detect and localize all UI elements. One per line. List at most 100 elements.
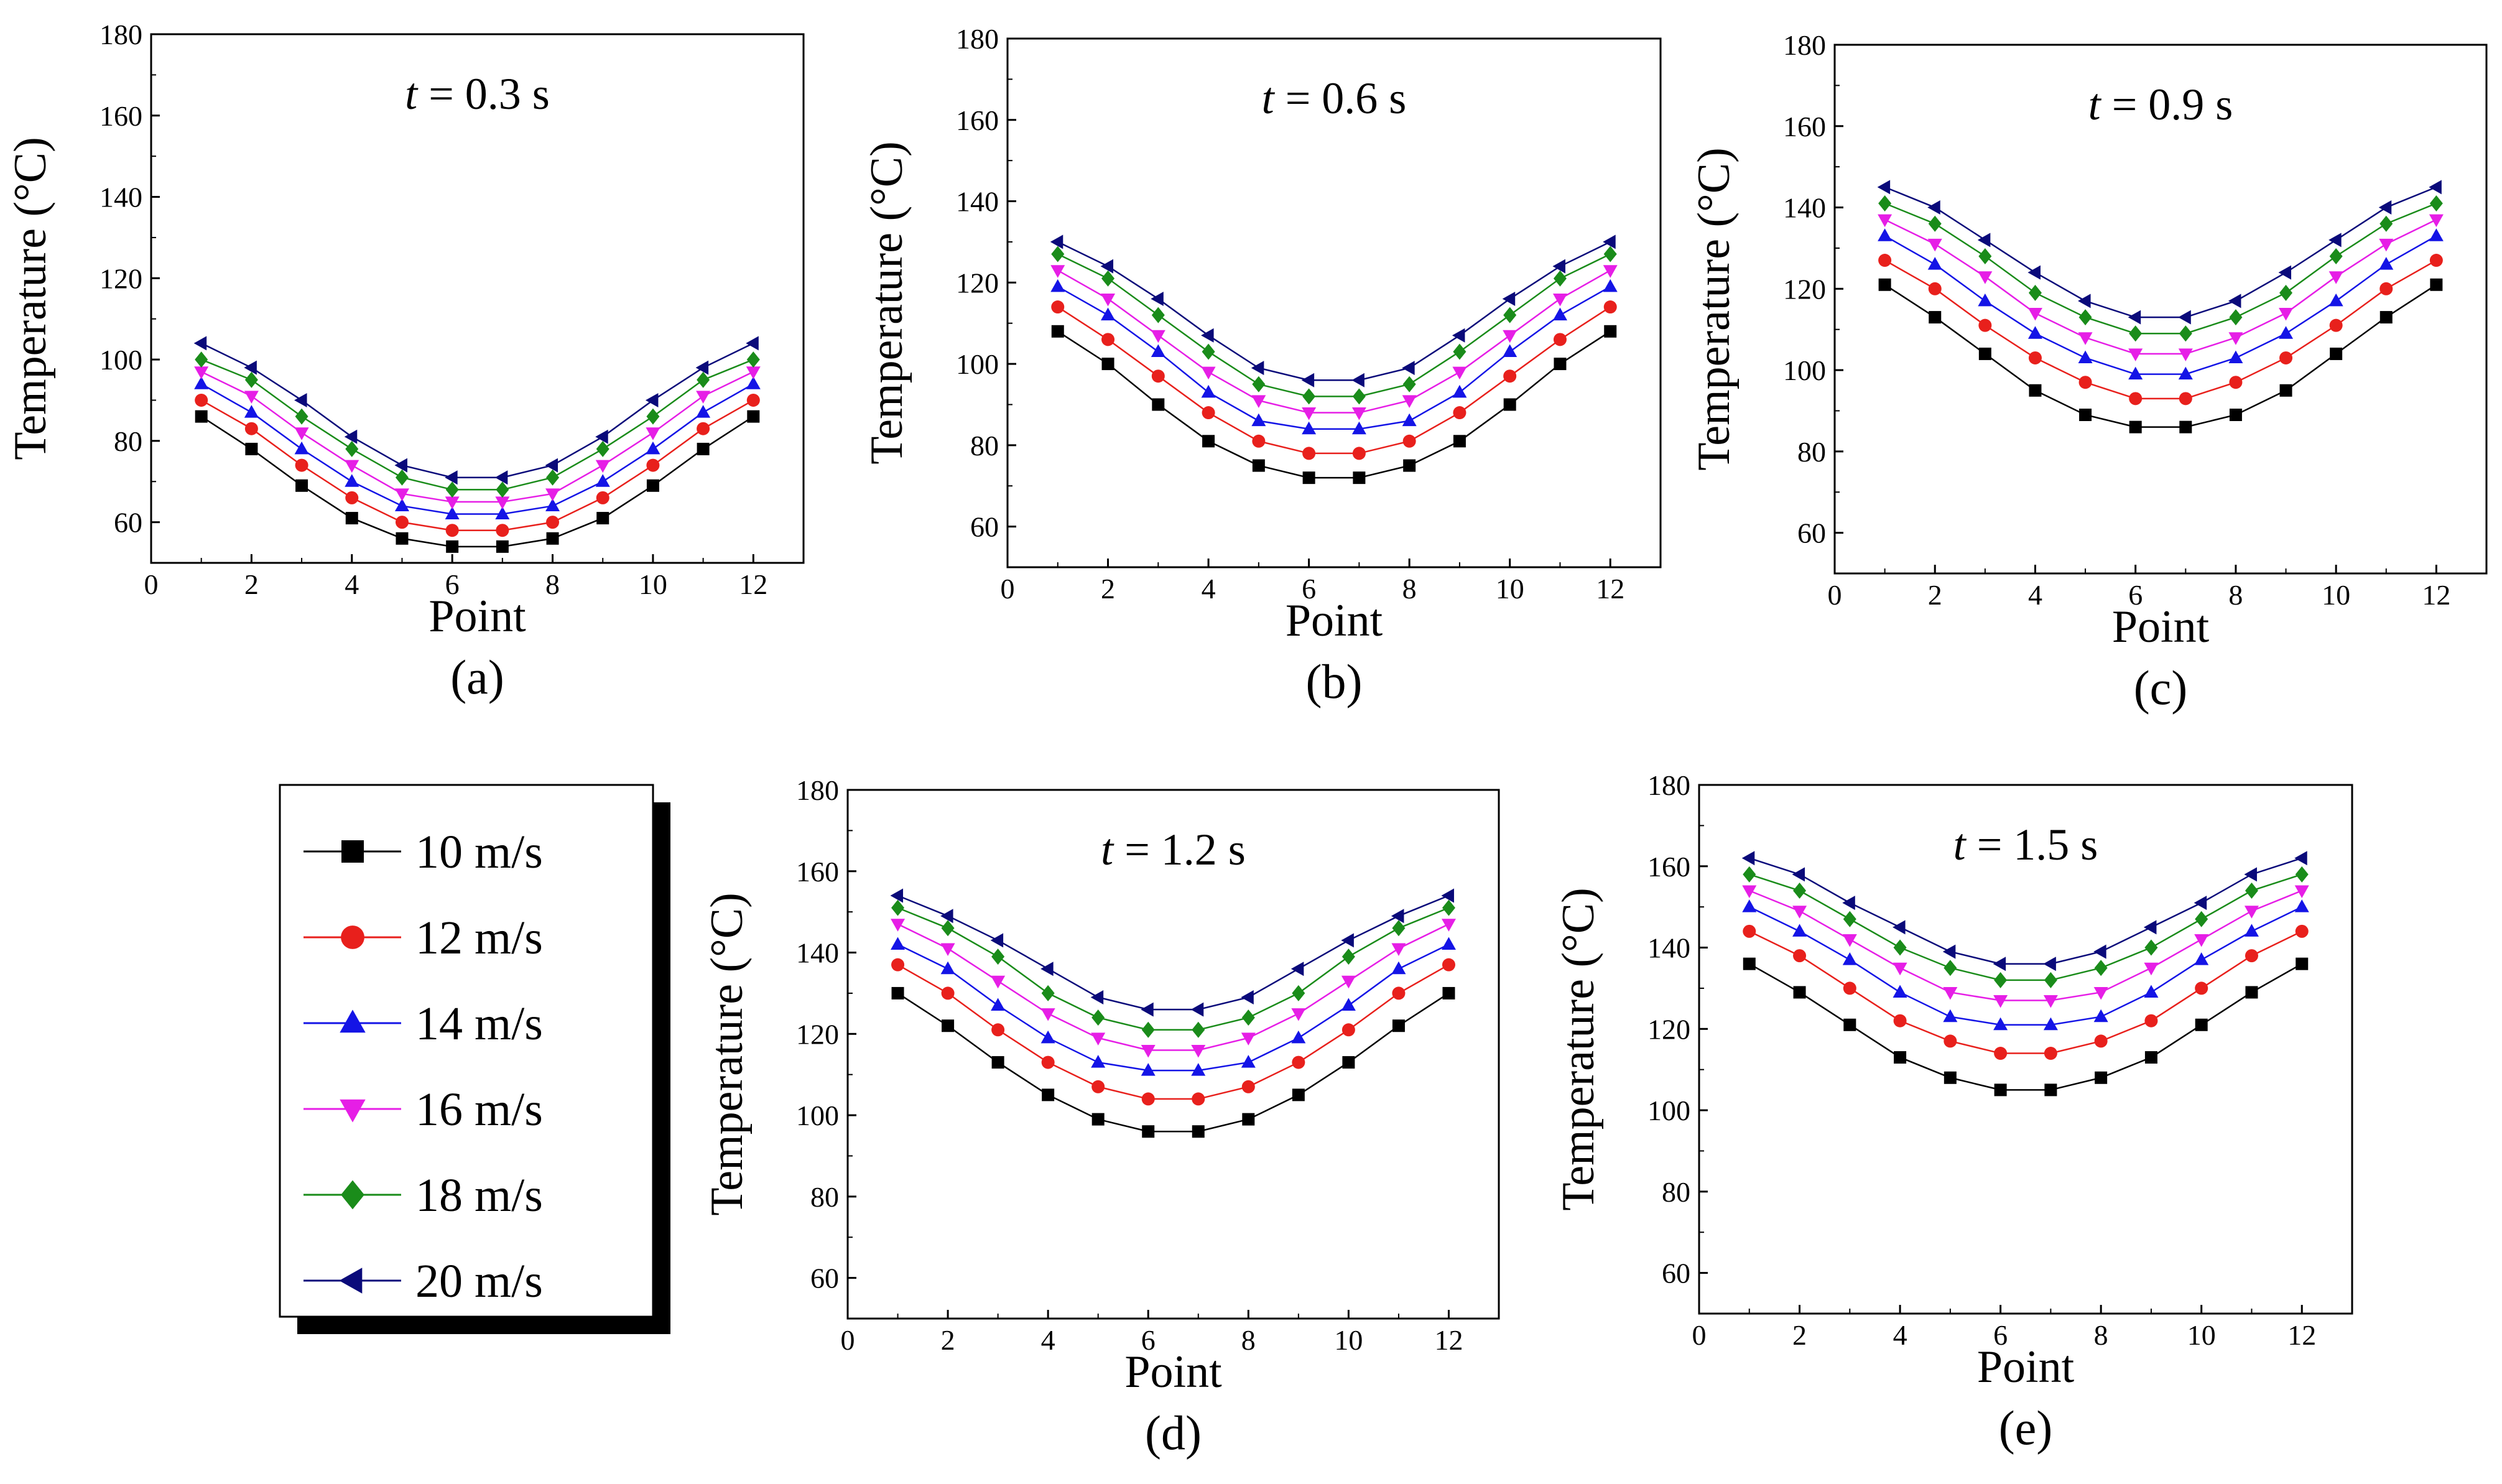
series-5 [195,351,760,498]
y-tick-label: 140 [100,182,142,213]
data-point [1101,293,1116,307]
series-3 [891,937,1456,1076]
data-point [1893,962,1907,976]
data-point [646,441,660,455]
data-point [1552,293,1567,307]
series-line [1884,259,2437,400]
data-point [1927,257,1942,270]
x-tick-label: 8 [1402,573,1417,605]
data-point [294,441,309,455]
data-point [1341,998,1356,1011]
data-point [2094,960,2108,976]
data-point [1151,369,1165,383]
series-line [1749,930,2302,1054]
data-point [345,491,359,504]
data-point [195,351,208,368]
x-tick-label: 12 [739,568,767,600]
legend-entry: 12 m/s [303,912,543,964]
y-tick-label: 80 [1797,436,1826,468]
data-point [2129,325,2143,342]
series-line [1749,873,2302,981]
data-point [2179,420,2192,434]
data-point [1842,952,1857,965]
y-tick-label: 180 [100,19,142,50]
legend-marker [339,1268,363,1294]
data-point [596,440,609,457]
data-point [495,496,510,509]
data-point [2194,952,2209,965]
y-tick-label: 100 [956,348,999,380]
data-point [1843,911,1856,927]
data-point [1190,1002,1204,1017]
series-line [201,383,754,515]
data-point [495,506,510,520]
data-point [1392,920,1406,937]
data-point [2244,924,2259,937]
data-point [1101,333,1115,346]
series-line [201,415,754,548]
panel-label: (b) [1306,654,1363,708]
series-5 [1743,866,2309,988]
panel-label: (e) [1999,1401,2053,1455]
x-tick-label: 6 [1141,1324,1156,1356]
data-point [2094,1034,2108,1048]
x-tick-label: 4 [345,568,359,600]
data-point [1978,347,1991,360]
series-5 [1051,246,1617,405]
data-point [1351,407,1366,420]
data-point [244,371,258,388]
data-point [1091,1113,1105,1126]
data-point [1453,435,1466,448]
data-point [2429,180,2442,195]
legend-marker [341,840,364,863]
data-point [2245,986,2258,999]
data-point [941,920,955,937]
data-point [2078,332,2093,345]
data-point [746,351,760,368]
data-point [1141,1092,1155,1106]
legend-box [279,784,654,1318]
y-axis-label: Temperature (°C) [861,141,912,465]
x-tick-label: 4 [1202,573,1216,605]
data-point [2179,392,2192,406]
data-point [2078,294,2091,308]
chart-title: t = 1.2 s [1101,825,1246,874]
x-tick-label: 4 [2028,579,2042,611]
data-point [891,919,906,932]
x-tick-label: 2 [941,1324,955,1356]
data-point [1944,1071,1957,1084]
series-line [897,944,1450,1072]
data-point [1994,1047,2008,1060]
data-point [2379,282,2393,295]
x-tick-label: 10 [2187,1319,2216,1351]
legend-marker [340,1099,366,1123]
data-point [1101,270,1115,287]
data-point [2429,195,2443,211]
data-point [1552,259,1565,274]
data-point [697,442,710,455]
y-tick-label: 180 [1783,29,1826,61]
data-point [1502,291,1516,306]
data-point [1894,1051,1907,1064]
data-point [1050,234,1063,249]
data-point [496,481,509,498]
data-point [345,512,358,525]
data-point [546,532,559,545]
x-tick-label: 6 [1302,573,1316,605]
series-line [897,992,1450,1133]
data-point [1241,1009,1255,1026]
data-point [445,524,459,537]
data-point [595,474,610,487]
data-point [696,391,711,404]
plot-frame [1833,44,2488,575]
data-point [1893,1014,1907,1027]
data-point [2245,883,2258,899]
data-point [1192,1092,1205,1106]
x-tick-label: 12 [1596,573,1624,605]
data-point [1051,300,1065,314]
data-point [2044,972,2057,988]
data-point [295,479,308,492]
series-4 [891,919,1456,1058]
data-point [1342,1056,1355,1069]
data-point [1041,1055,1055,1069]
